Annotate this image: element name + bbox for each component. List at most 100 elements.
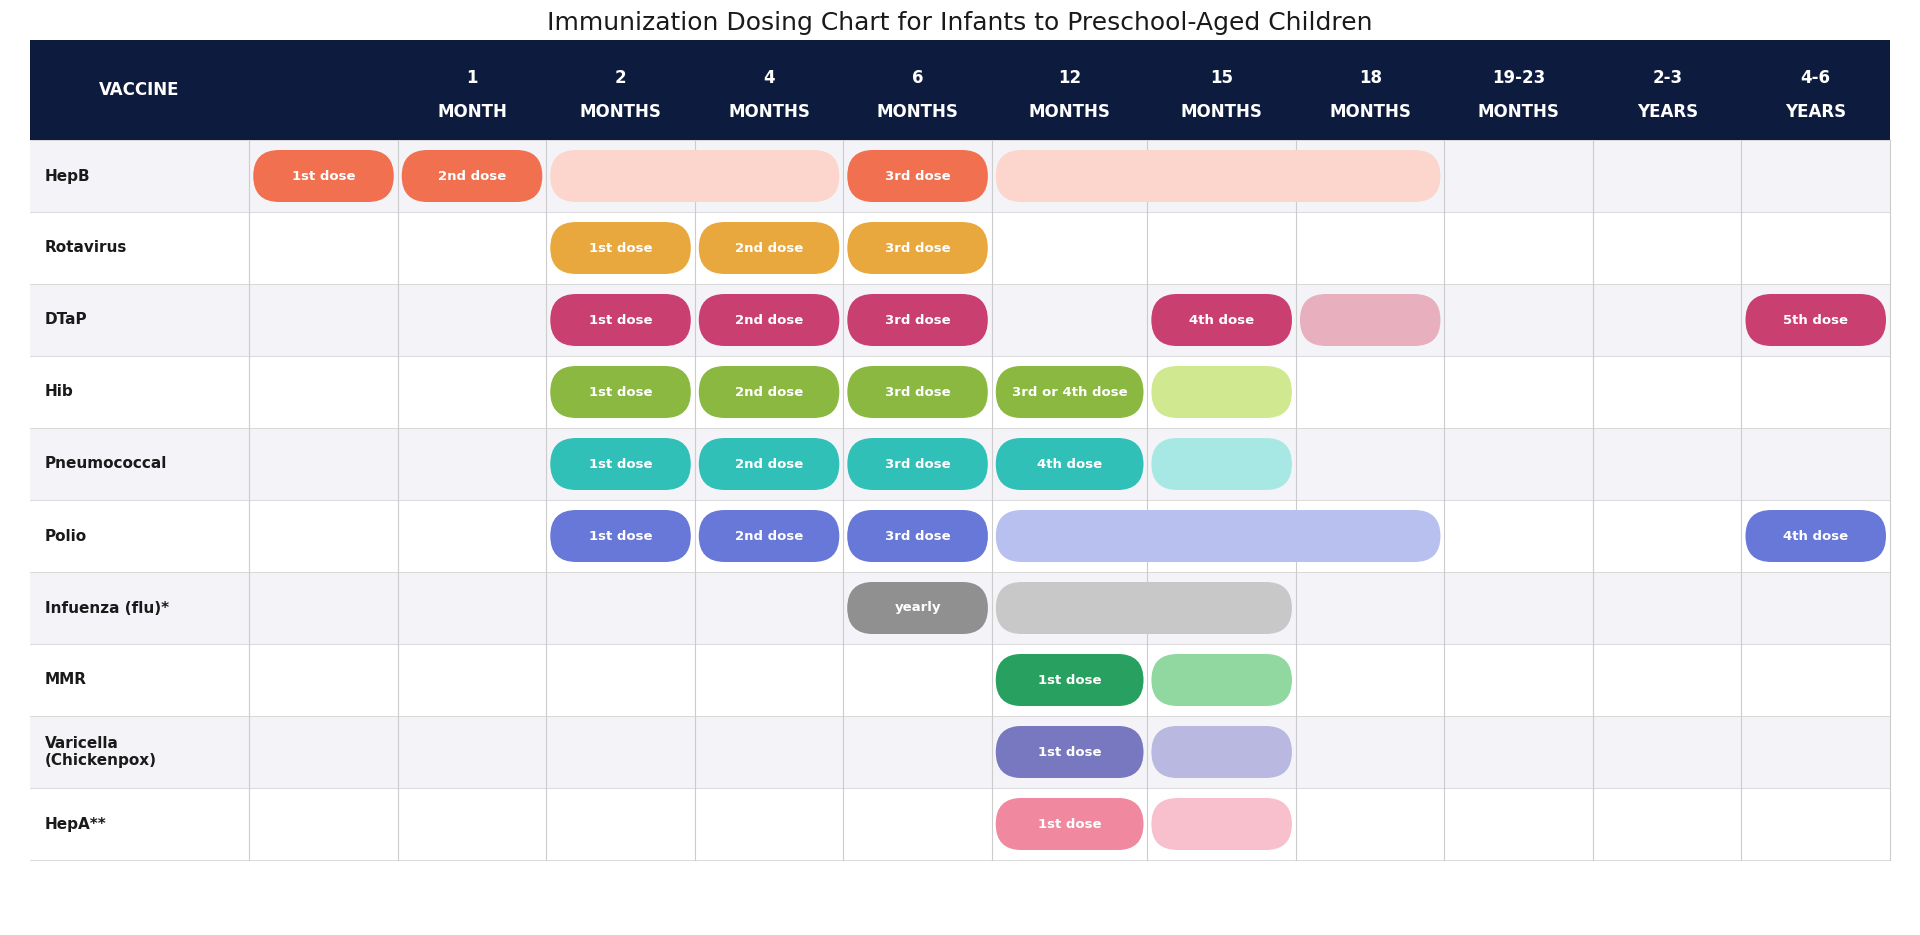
Text: Polio: Polio (44, 528, 86, 543)
FancyBboxPatch shape (699, 366, 839, 418)
Text: MONTHS: MONTHS (1478, 103, 1559, 121)
Text: MONTHS: MONTHS (877, 103, 958, 121)
Text: MONTHS: MONTHS (1181, 103, 1263, 121)
FancyBboxPatch shape (699, 438, 839, 490)
Text: 5th dose: 5th dose (1784, 313, 1849, 326)
Text: 3rd dose: 3rd dose (885, 385, 950, 398)
FancyBboxPatch shape (847, 150, 987, 202)
Text: 4: 4 (764, 69, 776, 87)
Text: 2nd dose: 2nd dose (735, 529, 803, 542)
Text: Pneumococcal: Pneumococcal (44, 456, 167, 471)
Text: Immunization Dosing Chart for Infants to Preschool-Aged Children: Immunization Dosing Chart for Infants to… (547, 11, 1373, 35)
FancyBboxPatch shape (253, 150, 394, 202)
Text: 4th dose: 4th dose (1188, 313, 1254, 326)
FancyBboxPatch shape (847, 582, 987, 634)
FancyBboxPatch shape (847, 582, 987, 634)
Text: 1st dose: 1st dose (1039, 745, 1102, 758)
FancyBboxPatch shape (1745, 510, 1885, 562)
Text: MONTH: MONTH (438, 103, 507, 121)
FancyBboxPatch shape (996, 366, 1144, 418)
Text: 18: 18 (1359, 69, 1382, 87)
Text: MONTHS: MONTHS (1329, 103, 1411, 121)
FancyBboxPatch shape (401, 150, 541, 202)
Text: 3rd dose: 3rd dose (885, 457, 950, 470)
FancyBboxPatch shape (847, 438, 987, 490)
Text: DTaP: DTaP (44, 312, 88, 327)
Text: MMR: MMR (44, 672, 86, 687)
Text: 3rd dose: 3rd dose (885, 529, 950, 542)
FancyBboxPatch shape (1152, 438, 1292, 490)
FancyBboxPatch shape (31, 212, 1889, 284)
Text: 4-6: 4-6 (1801, 69, 1832, 87)
FancyBboxPatch shape (1152, 726, 1292, 778)
FancyBboxPatch shape (1152, 294, 1292, 346)
FancyBboxPatch shape (996, 438, 1144, 490)
Text: 2nd dose: 2nd dose (438, 169, 507, 182)
FancyBboxPatch shape (996, 798, 1144, 850)
Text: Rotavirus: Rotavirus (44, 240, 127, 255)
Text: 4th dose: 4th dose (1784, 529, 1849, 542)
FancyBboxPatch shape (551, 294, 691, 346)
Text: 1st dose: 1st dose (1039, 817, 1102, 830)
Text: 1st dose: 1st dose (589, 529, 653, 542)
FancyBboxPatch shape (31, 788, 1889, 860)
Text: Infuenza (flu)*: Infuenza (flu)* (44, 600, 169, 615)
FancyBboxPatch shape (1152, 798, 1292, 850)
FancyBboxPatch shape (31, 40, 1889, 140)
Text: MONTHS: MONTHS (1029, 103, 1110, 121)
FancyBboxPatch shape (31, 572, 1889, 644)
FancyBboxPatch shape (699, 222, 839, 274)
Text: MONTHS: MONTHS (728, 103, 810, 121)
Text: 1st dose: 1st dose (589, 385, 653, 398)
Text: VACCINE: VACCINE (100, 81, 180, 99)
FancyBboxPatch shape (31, 500, 1889, 572)
Text: 2nd dose: 2nd dose (735, 241, 803, 254)
FancyBboxPatch shape (31, 644, 1889, 716)
Text: 1st dose: 1st dose (589, 313, 653, 326)
Text: Hib: Hib (44, 384, 73, 399)
Text: 2nd dose: 2nd dose (735, 457, 803, 470)
Text: 3rd dose: 3rd dose (885, 241, 950, 254)
FancyBboxPatch shape (1152, 294, 1292, 346)
FancyBboxPatch shape (847, 510, 987, 562)
FancyBboxPatch shape (31, 356, 1889, 428)
FancyBboxPatch shape (996, 366, 1144, 418)
FancyBboxPatch shape (1300, 294, 1440, 346)
Text: 2: 2 (614, 69, 626, 87)
Text: 4th dose: 4th dose (1037, 457, 1102, 470)
Text: 3rd or 4th dose: 3rd or 4th dose (1012, 385, 1127, 398)
Text: 3rd dose: 3rd dose (885, 169, 950, 182)
FancyBboxPatch shape (1745, 294, 1885, 346)
FancyBboxPatch shape (551, 222, 691, 274)
FancyBboxPatch shape (31, 428, 1889, 500)
FancyBboxPatch shape (551, 438, 691, 490)
Text: 1: 1 (467, 69, 478, 87)
Text: Varicella
(Chickenpox): Varicella (Chickenpox) (44, 736, 157, 769)
Text: yearly: yearly (895, 601, 941, 614)
Text: 2-3: 2-3 (1653, 69, 1682, 87)
Text: 3rd dose: 3rd dose (885, 313, 950, 326)
FancyBboxPatch shape (31, 140, 1889, 212)
FancyBboxPatch shape (551, 150, 839, 202)
Text: 12: 12 (1058, 69, 1081, 87)
Text: YEARS: YEARS (1786, 103, 1847, 121)
Text: YEARS: YEARS (1636, 103, 1697, 121)
FancyBboxPatch shape (31, 716, 1889, 788)
FancyBboxPatch shape (31, 284, 1889, 356)
FancyBboxPatch shape (996, 654, 1144, 706)
FancyBboxPatch shape (996, 798, 1144, 850)
FancyBboxPatch shape (996, 510, 1440, 562)
FancyBboxPatch shape (551, 510, 691, 562)
FancyBboxPatch shape (1152, 654, 1292, 706)
FancyBboxPatch shape (996, 654, 1144, 706)
Text: 6: 6 (912, 69, 924, 87)
Text: 2nd dose: 2nd dose (735, 313, 803, 326)
FancyBboxPatch shape (847, 150, 987, 202)
Text: 15: 15 (1210, 69, 1233, 87)
Text: HepA**: HepA** (44, 816, 108, 831)
FancyBboxPatch shape (996, 726, 1144, 778)
FancyBboxPatch shape (847, 294, 987, 346)
Text: HepB: HepB (44, 168, 90, 183)
Text: 1st dose: 1st dose (1039, 673, 1102, 686)
FancyBboxPatch shape (847, 510, 987, 562)
